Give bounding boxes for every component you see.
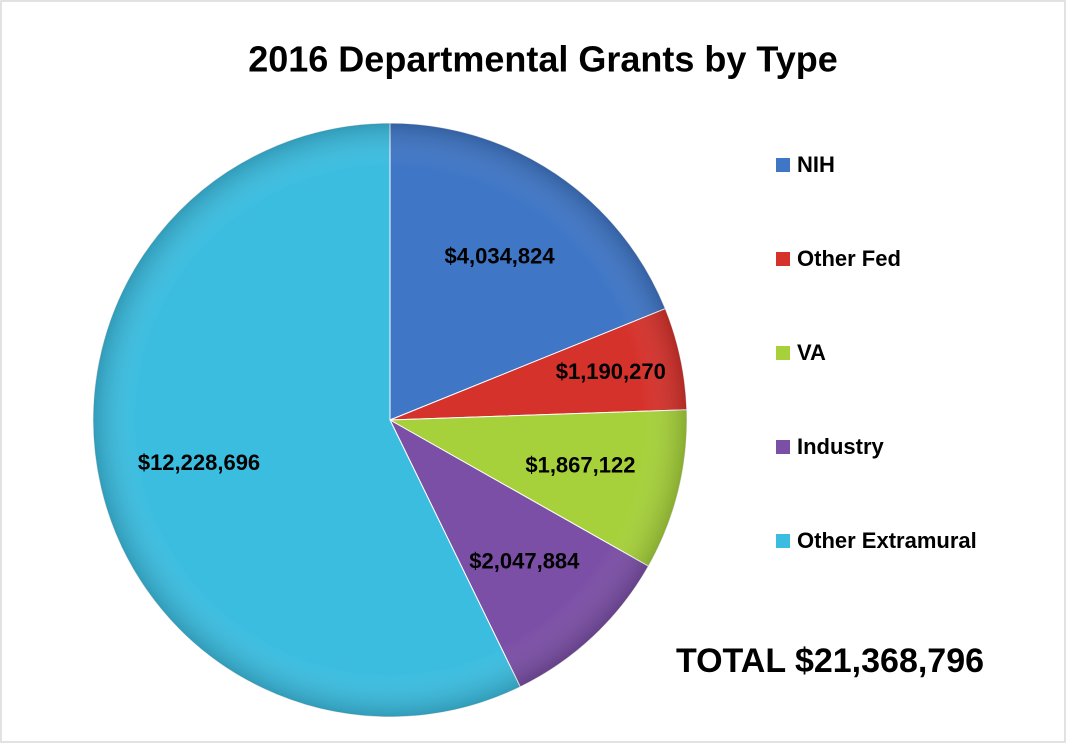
pie	[92, 122, 688, 718]
legend-swatch	[776, 440, 790, 454]
legend-label: Other Fed	[797, 246, 901, 271]
legend-swatch	[776, 252, 790, 266]
data-label: $1,190,270	[556, 359, 666, 384]
data-label: $4,034,824	[445, 243, 556, 268]
legend-label: Other Extramural	[797, 528, 977, 553]
legend-swatch	[776, 346, 790, 360]
chart-title: 2016 Departmental Grants by Type	[248, 39, 838, 80]
legend-swatch	[776, 534, 790, 548]
legend-swatch	[776, 158, 790, 172]
legend-label: VA	[797, 340, 826, 365]
data-label: $2,047,884	[469, 549, 580, 574]
legend-label: Industry	[797, 434, 885, 459]
total-annotation: TOTAL $21,368,796	[676, 642, 984, 680]
legend-label: NIH	[797, 152, 835, 177]
data-label: $1,867,122	[525, 452, 635, 477]
data-label: $12,228,696	[138, 450, 260, 475]
